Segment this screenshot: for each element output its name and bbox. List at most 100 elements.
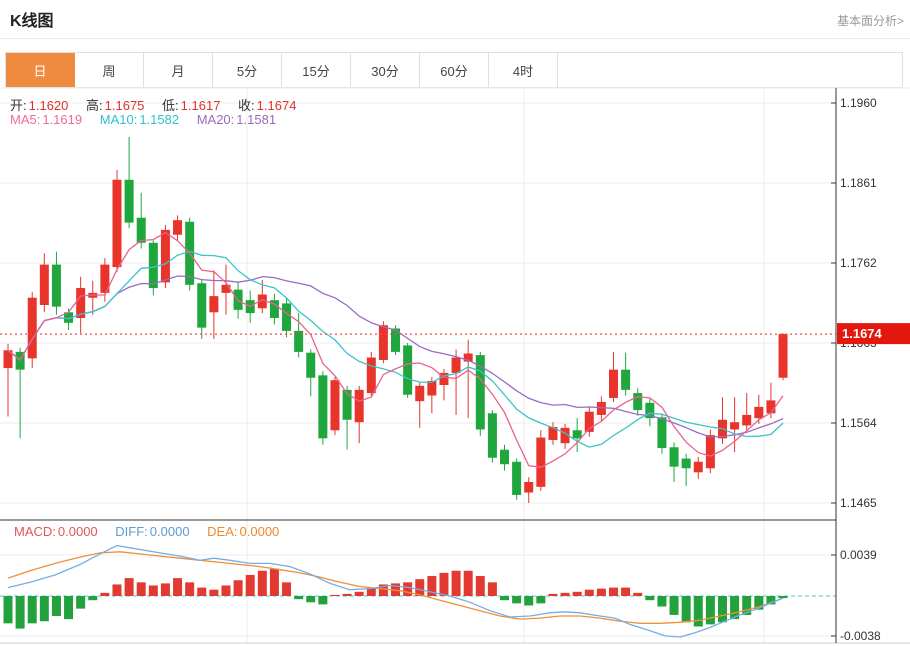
macd-bar[interactable] (524, 596, 534, 606)
macd-bar[interactable] (366, 587, 376, 596)
candle[interactable] (221, 284, 231, 293)
candle[interactable] (160, 229, 170, 283)
candle[interactable] (742, 414, 752, 426)
candle[interactable] (705, 435, 715, 469)
macd-bar[interactable] (742, 596, 752, 615)
candle[interactable] (330, 380, 340, 431)
macd-bar[interactable] (136, 582, 146, 596)
candle[interactable] (378, 325, 388, 360)
candle[interactable] (354, 389, 364, 423)
candle[interactable] (621, 369, 631, 390)
macd-bar[interactable] (318, 596, 328, 605)
candle[interactable] (463, 353, 473, 362)
candle[interactable] (51, 264, 61, 307)
tab-5分[interactable]: 5分 (213, 53, 282, 87)
candle[interactable] (766, 400, 776, 414)
candle[interactable] (693, 461, 703, 473)
macd-bar[interactable] (221, 585, 231, 596)
macd-bar[interactable] (403, 582, 413, 596)
candle[interactable] (257, 294, 267, 309)
macd-bar[interactable] (173, 578, 183, 596)
tab-30分[interactable]: 30分 (351, 53, 420, 87)
macd-bar[interactable] (51, 596, 61, 616)
macd-bar[interactable] (693, 596, 703, 627)
candle[interactable] (560, 427, 570, 444)
macd-bar[interactable] (657, 596, 667, 607)
candle[interactable] (136, 217, 146, 243)
candle[interactable] (500, 449, 510, 465)
candle[interactable] (487, 413, 497, 458)
macd-bar[interactable] (160, 583, 170, 596)
macd-bar[interactable] (39, 596, 49, 622)
macd-bar[interactable] (76, 596, 86, 609)
macd-bar[interactable] (584, 589, 594, 596)
candle[interactable] (318, 375, 328, 439)
candle[interactable] (451, 357, 461, 373)
macd-bar[interactable] (330, 594, 340, 596)
candle[interactable] (112, 179, 122, 268)
macd-bar[interactable] (15, 596, 25, 629)
candle[interactable] (76, 288, 86, 318)
candle[interactable] (548, 427, 558, 440)
macd-bar[interactable] (451, 570, 461, 596)
candle[interactable] (609, 369, 618, 398)
macd-bar[interactable] (681, 596, 691, 623)
macd-bar[interactable] (754, 596, 764, 610)
candle[interactable] (475, 355, 485, 430)
candle[interactable] (391, 328, 401, 352)
macd-bar[interactable] (415, 579, 425, 596)
macd-bar[interactable] (463, 570, 473, 596)
macd-bar[interactable] (560, 592, 570, 596)
macd-bar[interactable] (257, 570, 267, 596)
candle[interactable] (415, 385, 425, 402)
macd-bar[interactable] (536, 596, 546, 604)
macd-bar[interactable] (475, 576, 485, 596)
candle[interactable] (27, 297, 37, 359)
macd-bar[interactable] (233, 580, 243, 596)
macd-bar[interactable] (512, 596, 522, 604)
tab-60分[interactable]: 60分 (420, 53, 489, 87)
candle[interactable] (282, 303, 292, 331)
tab-月[interactable]: 月 (144, 53, 213, 87)
candle[interactable] (342, 389, 352, 420)
candle[interactable] (39, 264, 49, 306)
macd-bar[interactable] (27, 596, 37, 624)
macd-bar[interactable] (100, 592, 110, 596)
candle[interactable] (269, 300, 279, 318)
candle[interactable] (100, 264, 110, 293)
candle[interactable] (306, 352, 316, 378)
macd-bar[interactable] (342, 593, 352, 596)
candle[interactable] (669, 447, 679, 467)
macd-bar[interactable] (717, 596, 727, 623)
macd-bar[interactable] (705, 596, 715, 625)
macd-bar[interactable] (500, 596, 510, 601)
macd-bar[interactable] (730, 596, 740, 620)
macd-bar[interactable] (669, 596, 679, 615)
candle[interactable] (366, 357, 376, 394)
macd-bar[interactable] (596, 588, 606, 596)
candle[interactable] (754, 406, 764, 419)
candle[interactable] (173, 220, 183, 235)
candle[interactable] (3, 350, 13, 369)
macd-bar[interactable] (197, 587, 207, 596)
candle[interactable] (645, 402, 655, 419)
candle[interactable] (64, 312, 74, 323)
candle[interactable] (294, 330, 304, 352)
candle[interactable] (427, 380, 437, 396)
macd-bar[interactable] (112, 584, 122, 596)
candle[interactable] (730, 422, 740, 430)
macd-bar[interactable] (439, 572, 449, 596)
candle[interactable] (572, 430, 582, 439)
macd-bar[interactable] (609, 587, 618, 596)
macd-bar[interactable] (645, 596, 655, 601)
candle[interactable] (657, 417, 667, 449)
macd-bar[interactable] (148, 585, 158, 596)
macd-bar[interactable] (778, 596, 788, 599)
macd-bar[interactable] (209, 589, 219, 596)
candle[interactable] (633, 393, 643, 411)
candle[interactable] (536, 437, 546, 487)
macd-bar[interactable] (88, 596, 98, 601)
tab-日[interactable]: 日 (6, 53, 75, 87)
macd-bar[interactable] (378, 584, 388, 596)
